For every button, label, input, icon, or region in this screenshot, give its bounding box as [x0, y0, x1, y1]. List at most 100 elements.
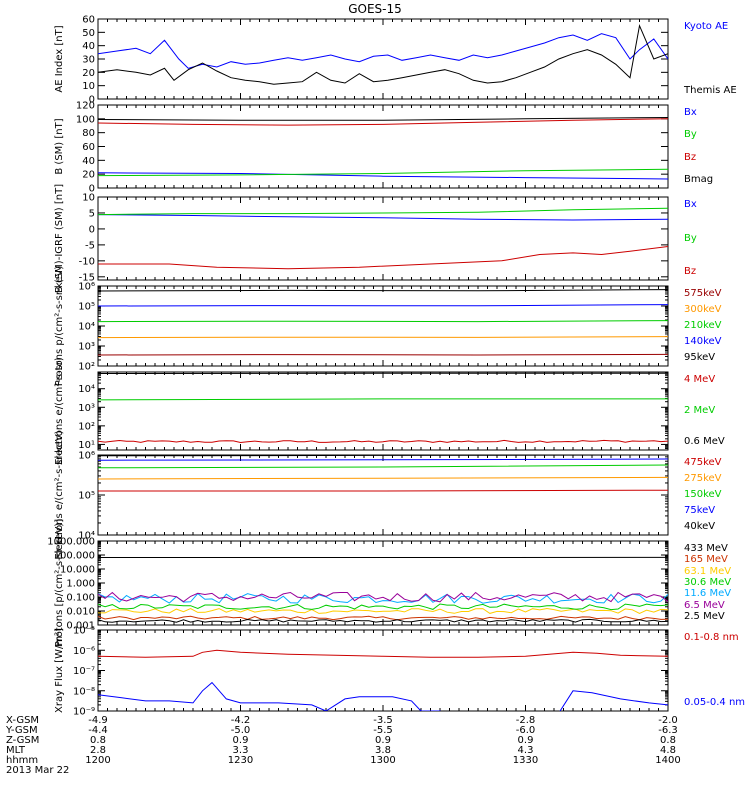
y-tick-label: 10⁴	[78, 322, 95, 333]
y-tick-label: 10¹	[78, 440, 95, 451]
series-line	[98, 681, 668, 711]
y-tick-label: 10³	[78, 342, 95, 353]
y-tick-label: 100.000	[54, 551, 95, 562]
legend-entry: 2 MeV	[684, 405, 716, 416]
series-line	[98, 353, 668, 356]
y-tick-label: 1000.000	[47, 537, 95, 548]
y-axis-label: Xray Flux [W/m²]	[54, 628, 65, 713]
y-tick-label: 10⁶	[78, 451, 95, 462]
footer-value: 0.8	[90, 735, 106, 746]
series-line	[98, 489, 668, 492]
y-tick-label: 20	[82, 68, 95, 79]
footer-value: 4.3	[517, 745, 534, 756]
y-tick-label: 20	[82, 170, 95, 181]
series-line	[98, 615, 668, 621]
y-tick-label: 0	[89, 184, 95, 195]
y-tick-label: 10⁻⁶	[73, 646, 95, 657]
y-tick-label: -5	[85, 240, 95, 251]
y-tick-label: 10⁶	[78, 282, 95, 293]
y-tick-label: 30	[82, 55, 95, 66]
legend-entry: 75keV	[684, 505, 716, 516]
y-tick-label: 60	[82, 142, 95, 153]
panel-bigrf: -15 -10 -5 0 5 10 B (SM)-IGRF (SM) [nT]	[54, 184, 669, 293]
footer-value: 0.9	[375, 735, 391, 746]
y-tick-label: 10⁻⁷	[73, 666, 95, 677]
panel-frame	[97, 629, 669, 712]
footer-value: -4.2	[230, 715, 251, 726]
series-line	[98, 23, 668, 85]
panel-xray: 10⁻⁹ 10⁻⁸ 10⁻⁷ 10⁻⁶ 10⁻⁵ Xray Flux [W/m²]	[54, 626, 669, 718]
legend-entry: 63.1 MeV	[684, 565, 732, 577]
footer-value: 0.9	[517, 735, 534, 746]
y-tick-label: 60	[82, 15, 95, 26]
y-tick-label: -15	[79, 272, 95, 283]
y-tick-label: 10⁵	[78, 491, 95, 502]
footer-value: 0.8	[660, 735, 676, 746]
footer-row-label: X-GSM	[6, 715, 40, 726]
legend-entry: 0.6 MeV	[684, 436, 725, 447]
y-tick-label: 10³	[78, 403, 95, 414]
legend-entry: 6.5 MeV	[684, 599, 725, 611]
footer-value: 1400	[655, 755, 681, 766]
legend-entry: 40keV	[684, 521, 716, 532]
y-tick-label: 0.001	[66, 621, 95, 632]
legend-entry: 275keV	[684, 473, 722, 484]
series-line	[98, 649, 668, 658]
panel-frame	[97, 18, 669, 100]
footer-value: 1330	[512, 755, 539, 766]
y-axis-label: AE Index [nT]	[54, 25, 65, 92]
footer-value: -5.5	[373, 725, 393, 736]
legend-entry: 475keV	[684, 457, 722, 468]
legend-entry: Bx	[684, 199, 697, 210]
series-line	[98, 618, 668, 623]
legend-entry: Bz	[684, 151, 697, 163]
y-axis-label: Protons [p/(cm²-s-sr-keV)]	[54, 519, 65, 647]
y-axis-label: Protons p/(cm²-s-sr-keV)	[54, 266, 65, 387]
footer-row-label: Y-GSM	[6, 725, 38, 736]
series-line	[98, 398, 668, 401]
series-line	[98, 320, 668, 323]
y-tick-label: 0	[89, 224, 95, 235]
panel-frame	[97, 285, 669, 367]
series-line	[98, 289, 668, 292]
legend-entry: Kyoto AE	[684, 21, 729, 32]
panel-frame	[97, 371, 669, 451]
legend-entry: 95keV	[684, 352, 716, 363]
y-tick-label: 10⁴	[78, 531, 95, 542]
footer-value: -6.3	[658, 725, 678, 736]
series-line	[98, 464, 668, 469]
y-tick-label: 10	[82, 81, 95, 92]
legend-entry: Bmag	[684, 174, 714, 185]
series-line	[98, 214, 668, 221]
footer-value: 1300	[370, 755, 396, 766]
y-tick-label: 10⁴	[78, 384, 95, 395]
legend-entry: 150keV	[684, 489, 722, 500]
y-tick-label: 10⁻⁹	[73, 707, 95, 718]
legend-entry: By	[684, 129, 697, 141]
y-tick-label: -10	[79, 256, 95, 267]
footer-value: -4.4	[88, 725, 108, 736]
panel-electrons_kev: 10⁴ 10⁵ 10⁶ Electrons e/(cm²-s-sr-keV)	[54, 430, 669, 560]
y-axis-label: Electrons e/(cm²-s-sr)	[54, 357, 65, 465]
footer-value: -2.8	[515, 715, 536, 726]
footer-row-label: hhmm	[6, 755, 39, 766]
footer-value: -5.0	[230, 725, 251, 736]
legend-entry: 0.1-0.8 nm	[684, 632, 739, 643]
footer-date: 2013 Mar 22	[6, 765, 70, 776]
legend-entry: 11.6 MeV	[684, 588, 732, 600]
y-tick-label: 40	[82, 41, 95, 52]
y-tick-label: 40	[82, 156, 95, 167]
footer-value: -6.0	[515, 725, 536, 736]
footer-value: -3.5	[373, 715, 393, 726]
legend-entry: 300keV	[684, 304, 722, 315]
footer-value: 1200	[85, 755, 111, 766]
series-line	[98, 172, 668, 180]
series-line	[98, 455, 668, 457]
series-line	[98, 246, 668, 270]
legend-entry: Themis AE	[684, 85, 737, 96]
legend-entry: 0.05-0.4 nm	[684, 697, 746, 708]
series-line	[98, 592, 668, 604]
y-tick-label: 0.010	[66, 607, 95, 618]
footer-value: -4.9	[88, 715, 108, 726]
